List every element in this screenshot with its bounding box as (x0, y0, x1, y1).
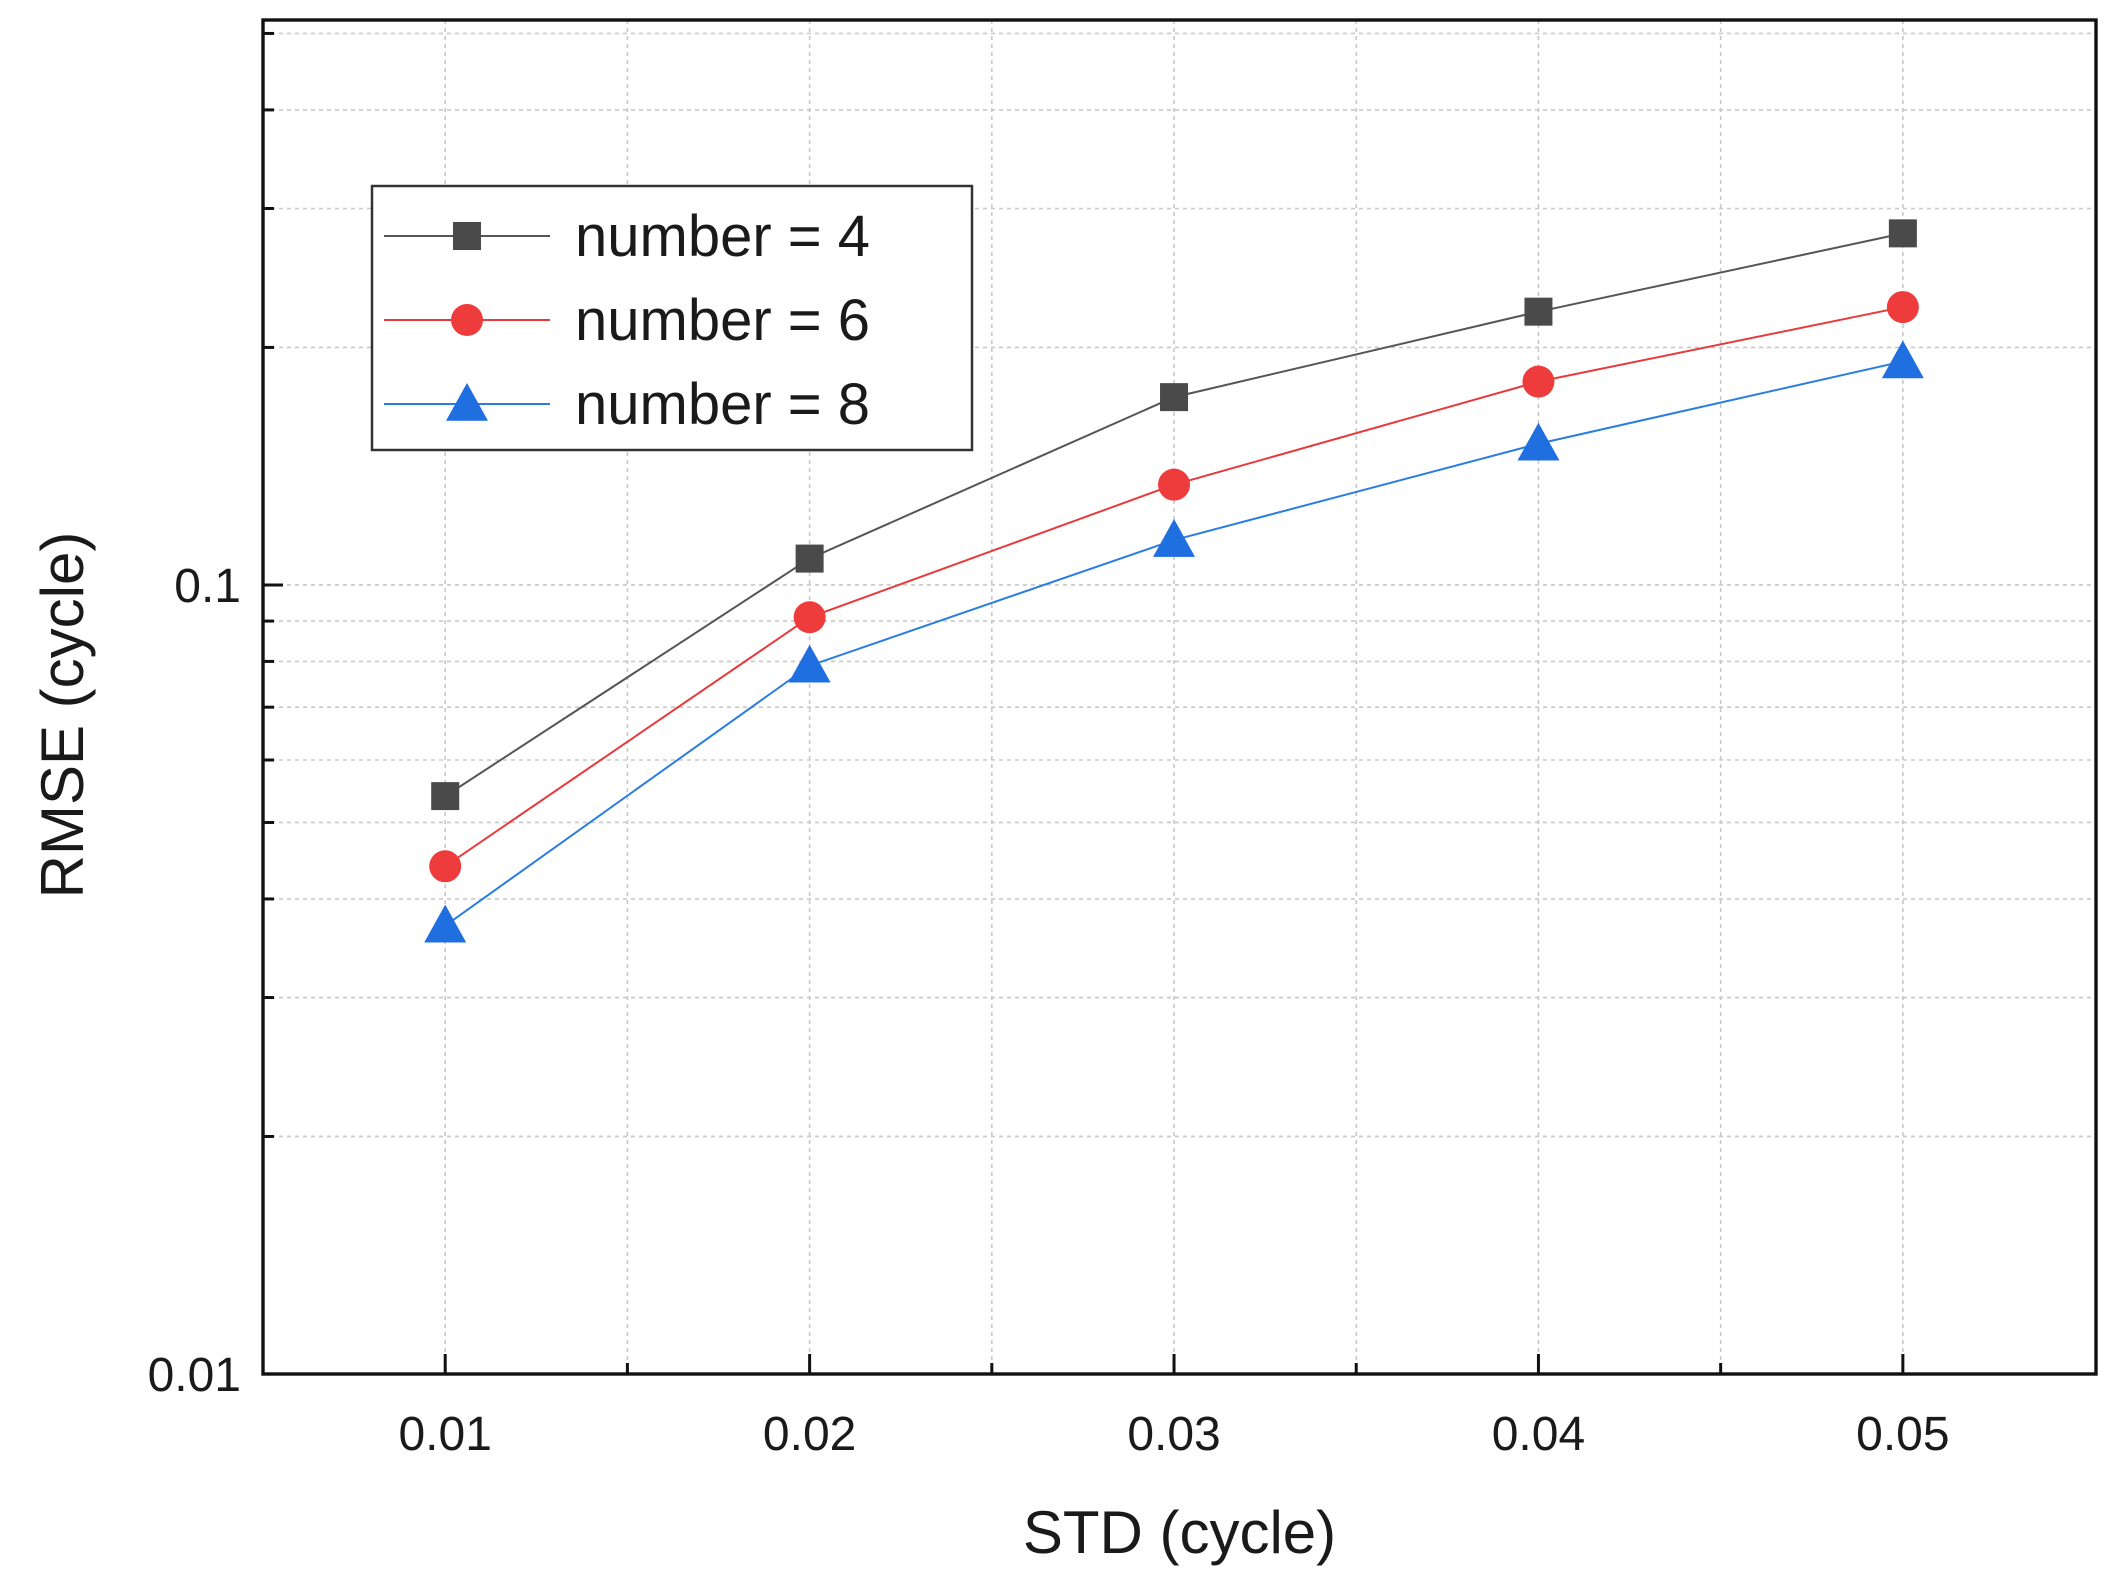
y-axis-title: RMSE (cycle) (29, 532, 96, 899)
legend-label: number = 6 (575, 288, 870, 353)
x-tick-label: 0.05 (1856, 1408, 1949, 1461)
series-square (431, 219, 1917, 811)
legend-item: number = 6 (384, 288, 870, 353)
x-tick-label: 0.03 (1127, 1408, 1220, 1461)
series-layer (424, 219, 1924, 943)
legend-label: number = 4 (575, 204, 870, 269)
data-point-square (795, 544, 824, 573)
x-tick-label: 0.02 (763, 1408, 856, 1461)
tick-label-layer: 0.01 0.02 0.03 0.04 0.05 0.01 0.1 (148, 560, 1950, 1461)
data-point-square (1524, 297, 1553, 326)
data-point-square (1160, 383, 1189, 412)
plot-frame (261, 18, 2098, 1376)
legend-label: number = 8 (575, 372, 870, 437)
data-point-circle (793, 601, 826, 634)
legend-marker-circle (451, 304, 483, 336)
data-point-circle (1886, 291, 1919, 324)
data-point-circle (429, 850, 462, 883)
legend-items: number = 4 number = 6 number = 8 (384, 204, 870, 437)
data-point-triangle (1881, 340, 1924, 379)
legend-item: number = 4 (384, 204, 870, 269)
legend-marker-triangle (446, 383, 488, 421)
series-triangle (424, 340, 1924, 943)
data-point-triangle (1153, 519, 1196, 557)
legend-item: number = 8 (384, 372, 870, 437)
y-tick-label: 0.01 (148, 1349, 241, 1402)
data-point-square (1888, 219, 1917, 248)
data-point-square (431, 782, 460, 811)
data-point-circle (1522, 365, 1555, 398)
tick-layer (263, 31, 1905, 1376)
data-point-circle (1158, 468, 1191, 501)
data-point-triangle (1517, 422, 1560, 461)
legend: number = 4 number = 6 number = 8 (370, 184, 974, 452)
x-tick-label: 0.01 (398, 1408, 491, 1461)
series-circle (429, 291, 1919, 883)
legend-marker-square (453, 222, 481, 250)
y-tick-label: 0.1 (174, 560, 241, 613)
x-tick-label: 0.04 (1492, 1408, 1585, 1461)
data-point-triangle (424, 904, 467, 943)
data-point-triangle (788, 644, 831, 683)
x-axis-title: STD (cycle) (1023, 1499, 1336, 1566)
